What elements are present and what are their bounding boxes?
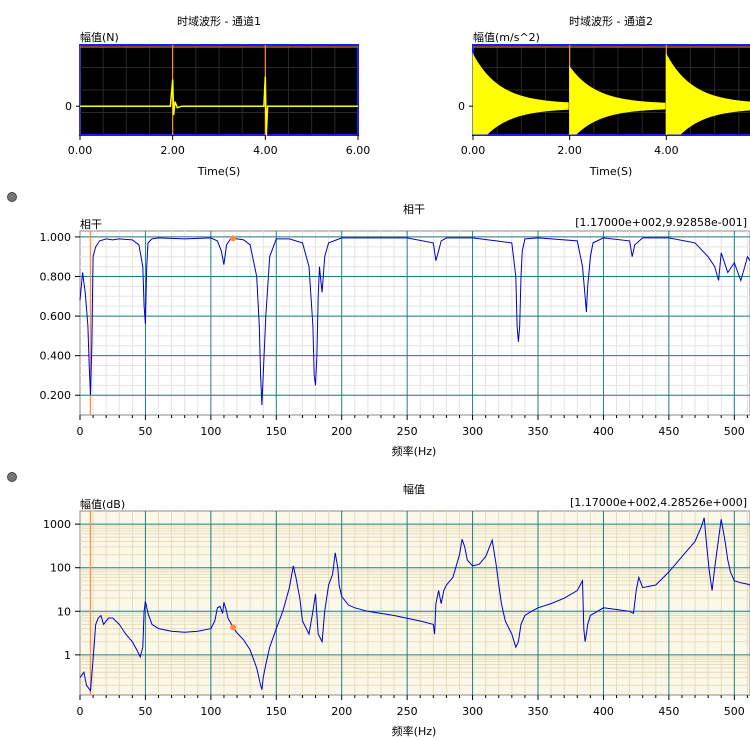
x-tick-label: 350 bbox=[528, 705, 549, 718]
x-tick-label: 300 bbox=[462, 425, 483, 438]
x-tick-label: 150 bbox=[266, 425, 287, 438]
ylabel-ch1: 幅值(N) bbox=[80, 31, 119, 44]
series-line-coherence bbox=[79, 237, 750, 406]
plot-area-coherence bbox=[79, 230, 750, 416]
y-tick-label: 100 bbox=[50, 562, 71, 575]
x-tick-label: 50 bbox=[138, 705, 152, 718]
cursor-marker bbox=[230, 235, 237, 242]
time-waveform-ch1: 时域波形 - 通道1 幅值(N) 0.00 2.00 4.00 6.00 0 Time… bbox=[65, 14, 370, 178]
x-tick-label: 2.00 bbox=[160, 144, 185, 157]
ylabel-coherence: 相干 bbox=[80, 218, 102, 231]
x-tick-label: 4.00 bbox=[253, 144, 278, 157]
y-tick-label: 10 bbox=[57, 605, 71, 618]
series-line-ch2 bbox=[472, 52, 750, 135]
cursor-readout-amplitude: [1.17000e+002,4.28526e+000] bbox=[570, 496, 747, 509]
plot-area-amplitude bbox=[79, 510, 750, 696]
y-tick-label: 0.400 bbox=[40, 350, 72, 363]
x-tick-label: 50 bbox=[138, 425, 152, 438]
coherence-chart: 相干 相干 [1.17000e+002,9.92858e-001] 0 50 100… bbox=[7, 192, 750, 458]
x-tick-label: 200 bbox=[331, 425, 352, 438]
cursor-marker bbox=[230, 624, 237, 631]
chart-title-coherence: 相干 bbox=[403, 203, 425, 216]
x-tick-label: 100 bbox=[200, 705, 221, 718]
x-tick-label: 2.00 bbox=[557, 144, 582, 157]
x-tick-label: 500 bbox=[724, 705, 745, 718]
cursor-readout-coherence: [1.17000e+002,9.92858e-001] bbox=[575, 216, 747, 229]
y-tick-label: 0.600 bbox=[40, 310, 72, 323]
x-tick-label: 400 bbox=[593, 425, 614, 438]
x-tick-label: 300 bbox=[462, 705, 483, 718]
x-tick-label: 100 bbox=[200, 425, 221, 438]
x-tick-label: 0 bbox=[77, 705, 84, 718]
ylabel-amplitude: 幅值(dB) bbox=[80, 498, 125, 511]
xlabel-coherence: 频率(Hz) bbox=[392, 444, 437, 458]
y-tick-label: 1.000 bbox=[40, 231, 72, 244]
chart-title-amplitude: 幅值 bbox=[403, 483, 425, 496]
panel-toggle-dot[interactable] bbox=[7, 472, 17, 482]
y-tick-label: 1 bbox=[64, 649, 71, 662]
x-tick-label: 250 bbox=[397, 425, 418, 438]
x-tick-label: 400 bbox=[593, 705, 614, 718]
x-tick-label: 4.00 bbox=[654, 144, 679, 157]
series-line-amplitude bbox=[79, 517, 750, 693]
x-tick-label: 250 bbox=[397, 705, 418, 718]
xlabel-amplitude: 频率(Hz) bbox=[392, 724, 437, 738]
x-tick-label: 500 bbox=[724, 425, 745, 438]
x-tick-label: 450 bbox=[658, 425, 679, 438]
x-tick-label: 0.00 bbox=[68, 144, 93, 157]
y-tick-label: 0.800 bbox=[40, 271, 72, 284]
xlabel-ch1: Time(S) bbox=[197, 165, 241, 178]
x-tick-label: 450 bbox=[658, 705, 679, 718]
ylabel-ch2: 幅值(m/s^2) bbox=[473, 31, 540, 44]
x-tick-label: 200 bbox=[331, 705, 352, 718]
y-tick-label: 1000 bbox=[43, 518, 71, 531]
x-tick-label: 0 bbox=[77, 425, 84, 438]
x-tick-label: 350 bbox=[528, 425, 549, 438]
x-tick-label: 0.00 bbox=[461, 144, 486, 157]
xlabel-ch2: Time(S) bbox=[589, 165, 633, 178]
x-tick-label: 6.00 bbox=[346, 144, 371, 157]
chart-title-ch2: 时域波形 - 通道2 bbox=[569, 14, 653, 28]
time-waveform-ch2: 时域波形 - 通道2 幅值(m/s^2) 0.002.004.006. 0 Ti… bbox=[458, 14, 750, 178]
y-tick-label: 0 bbox=[65, 100, 72, 113]
x-tick-label: 150 bbox=[266, 705, 287, 718]
chart-title-ch1: 时域波形 - 通道1 bbox=[177, 14, 261, 28]
y-tick-label: 0 bbox=[458, 100, 465, 113]
series-line-ch1 bbox=[80, 76, 358, 136]
panel-toggle-dot[interactable] bbox=[7, 192, 17, 202]
y-tick-label: 0.200 bbox=[40, 389, 72, 402]
amplitude-chart: 幅值 幅值(dB) [1.17000e+002,4.28526e+000] 0 5… bbox=[7, 472, 750, 738]
